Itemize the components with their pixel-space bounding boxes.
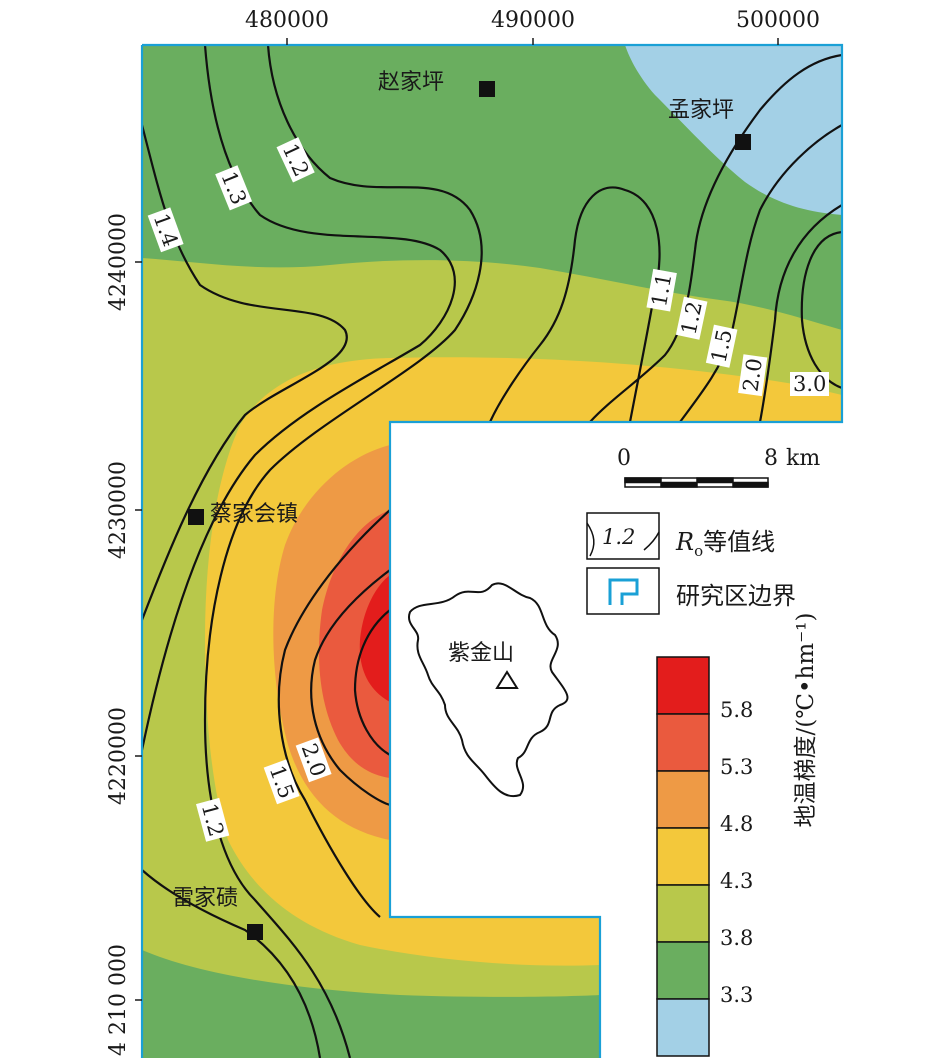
zijinshan-outline [407,582,569,798]
scale-bar-unit: km [786,446,821,471]
x-tick-label: 480000 [245,8,329,33]
colorbar-swatch [656,998,710,1057]
y-tick-label: 4 210 000 [106,944,131,1056]
contour-1.2-a [203,45,483,1058]
contour-2.0-b [310,569,391,807]
colorbar-swatch [656,884,710,943]
x-tick-label: 490000 [491,8,575,33]
mountain-peak-icon [495,670,519,689]
scale-bar-end: 8 [764,446,778,471]
place-label-caijiahui: 蔡家会镇 [210,502,299,527]
axis-ticks [135,38,779,1001]
place-label-mengjiaping: 孟家坪 [668,98,735,123]
legend-contour-sample [586,512,660,560]
colorbar-tick-label: 3.8 [720,926,754,950]
colorbar-swatch [656,656,710,715]
zone-5.3-5.8 [318,510,390,778]
zone-above-5.8 [359,575,390,702]
colorbar [656,656,710,1057]
zone-3.3-3.8 [142,45,842,330]
place-marker-zhaojiaping [479,81,495,97]
contour-1.2-b [142,869,322,1058]
contour-1.1-a [488,186,661,423]
colorbar-swatch [656,770,710,829]
zone-3.3-3.8-south [142,950,600,1058]
contour-1.3-a [142,45,456,751]
x-tick-label: 500000 [736,8,820,33]
scale-bar-graphic [624,477,769,488]
place-markers [188,81,751,940]
legend-contour-sample-value: 1.2 [602,525,636,549]
peak-label-zijinshan: 紫金山 [448,641,515,666]
place-marker-mengjiaping [735,134,751,150]
colorbar-tick-label: 5.3 [720,755,754,779]
contour-label: 3.0 [790,372,830,396]
colorbar-tick-label: 3.3 [720,983,754,1007]
colorbar-title: 地温梯度/(℃•hm⁻¹) [793,612,819,828]
place-label-zhaojiaping: 赵家坪 [378,70,445,95]
colorbar-swatch [656,941,710,1000]
contour-1.5-a [679,124,842,423]
colorbar-swatch [656,713,710,772]
legend-boundary-sample [586,567,660,615]
contour-1.5-b [277,509,391,918]
contour-1.2-c [589,53,842,423]
contour-2.0-c [353,609,391,756]
legend-contour-label: Ro等值线 [676,528,776,560]
colorbar-tick-label: 5.8 [720,698,754,722]
zone-below-3.3 [625,45,842,215]
place-marker-leijiaqi [247,924,263,940]
y-tick-label: 4220000 [106,707,131,805]
colorbar-swatch [656,827,710,886]
scale-bar-start: 0 [617,446,631,471]
y-tick-label: 4230000 [106,461,131,559]
place-marker-caijiahui [188,509,204,525]
y-tick-label: 4240000 [106,213,131,311]
colorbar-tick-label: 4.8 [720,812,754,836]
study-area-boundary [140,43,844,1058]
contour-2.0-a [758,204,842,423]
colorbar-tick-label: 4.3 [720,869,754,893]
place-label-leijiaqi: 雷家碛 [172,886,239,911]
legend-boundary-label: 研究区边界 [676,582,796,610]
